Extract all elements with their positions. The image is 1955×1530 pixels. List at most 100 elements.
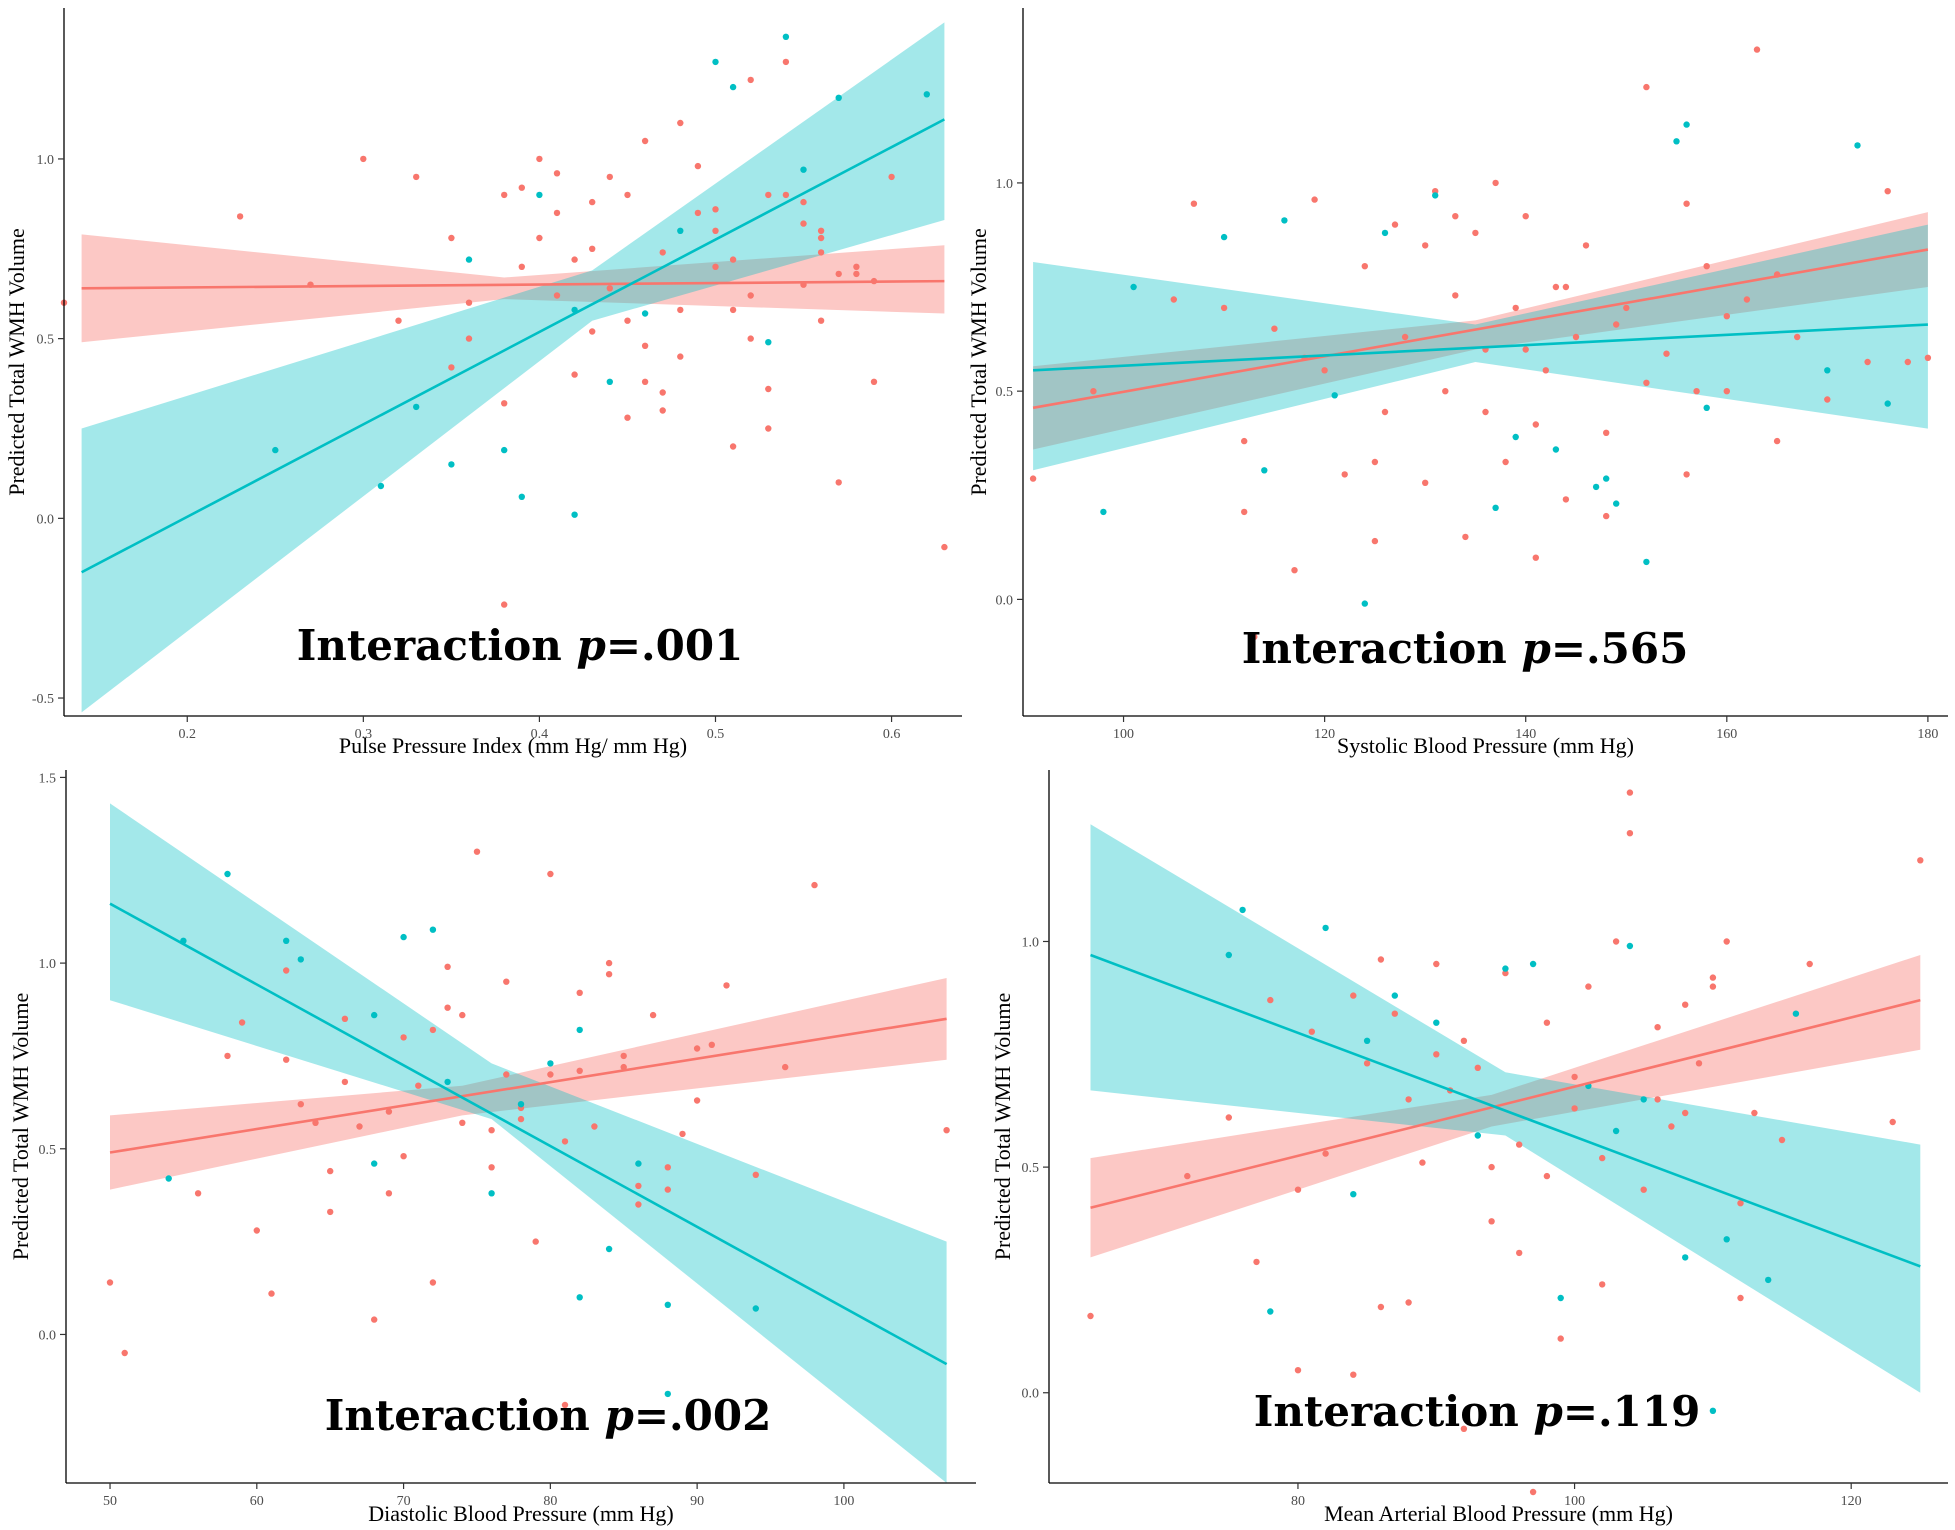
data-point-red: [1452, 292, 1459, 299]
data-point-red: [694, 209, 702, 217]
data-point-red: [591, 1123, 598, 1130]
data-point-teal: [605, 1245, 613, 1253]
data-point-red: [1864, 358, 1871, 366]
annotation-value: =.119: [1563, 1387, 1700, 1436]
data-point-red: [694, 162, 702, 170]
data-point-red: [1391, 221, 1399, 228]
data-point-red: [1442, 388, 1449, 395]
data-point-red: [518, 263, 525, 270]
data-point-teal: [488, 1190, 495, 1197]
data-point-red: [1585, 983, 1592, 990]
data-point-teal: [1261, 467, 1268, 474]
data-point-teal: [677, 227, 684, 234]
data-point-red: [677, 353, 684, 360]
data-point-red: [888, 173, 895, 181]
data-point-teal: [1220, 233, 1228, 241]
data-point-red: [1612, 938, 1620, 945]
data-point-red: [1557, 1335, 1564, 1342]
annotation-value: =.001: [606, 621, 743, 670]
data-point-red: [677, 306, 684, 314]
annotation-prefix: Interaction: [1242, 624, 1522, 673]
data-point-red: [1241, 437, 1248, 445]
data-point-teal: [1765, 1276, 1772, 1284]
data-point-teal: [1854, 142, 1861, 149]
data-point-red: [1683, 471, 1690, 478]
y-tick-label: 0.0: [37, 512, 55, 527]
data-point-red: [708, 1041, 715, 1049]
data-point-red: [620, 1052, 627, 1060]
data-point-red: [1599, 1154, 1606, 1162]
data-point-teal: [1225, 951, 1233, 959]
data-point-red: [712, 263, 719, 270]
data-point-red: [1751, 1109, 1758, 1117]
data-point-teal: [1557, 1294, 1564, 1302]
data-point-teal: [371, 1160, 378, 1167]
data-point-red: [1474, 1064, 1482, 1072]
data-point-red: [1668, 1123, 1675, 1130]
data-point-teal: [1474, 1132, 1482, 1139]
data-point-red: [238, 1019, 246, 1026]
data-point-red: [1433, 1051, 1440, 1058]
data-point-red: [1460, 1425, 1468, 1433]
data-point-red: [253, 1227, 260, 1234]
data-point-red: [1294, 1367, 1302, 1374]
data-point-red: [1806, 960, 1813, 968]
data-point-red: [1522, 346, 1529, 353]
data-point-red: [1377, 1303, 1385, 1311]
regression-line-teal: [81, 118, 945, 574]
data-point-red: [605, 959, 613, 967]
data-point-red: [870, 378, 878, 385]
data-point-red: [853, 270, 860, 278]
confidence-band-red: [1033, 212, 1928, 450]
data-point-red: [765, 191, 772, 199]
data-point-red: [1502, 969, 1509, 977]
data-point-red: [1889, 1118, 1896, 1126]
y-axis-title: Predicted Total WMH Volume: [990, 993, 1015, 1261]
annotation-p: p: [604, 1391, 633, 1440]
data-point-red: [429, 1279, 437, 1286]
y-tick-label: 1.5: [39, 771, 57, 786]
annotation-p: p: [1533, 1387, 1562, 1436]
data-point-red: [1419, 1159, 1426, 1166]
data-point-red: [1682, 1001, 1689, 1008]
x-tick-label: 80: [543, 1494, 557, 1509]
data-point-red: [415, 1082, 422, 1089]
data-point-red: [356, 1123, 363, 1130]
data-point-teal: [165, 1175, 172, 1182]
data-point-red: [1267, 996, 1274, 1004]
data-point-red: [1391, 1010, 1399, 1017]
data-point-teal: [1884, 400, 1891, 407]
data-point-teal: [429, 926, 437, 933]
y-axis-title: Predicted Total WMH Volume: [8, 993, 33, 1261]
data-point-red: [547, 870, 554, 878]
data-point-teal: [1322, 924, 1329, 932]
data-point-teal: [1626, 942, 1634, 950]
data-point-teal: [1723, 1236, 1730, 1243]
data-point-red: [1778, 1136, 1786, 1144]
data-point-red: [536, 234, 543, 242]
data-point-red: [782, 191, 790, 199]
data-point-red: [501, 601, 508, 608]
data-point-teal: [1682, 1254, 1689, 1261]
data-point-red: [589, 198, 596, 206]
data-point-red: [941, 543, 948, 551]
regression-line-red: [81, 279, 945, 290]
data-point-red: [1452, 213, 1459, 220]
x-tick-label: 0.3: [355, 727, 373, 742]
data-point-teal: [224, 870, 231, 878]
data-point-red: [106, 1279, 114, 1286]
data-point-red: [817, 249, 825, 256]
data-point-red: [448, 234, 455, 242]
data-point-red: [817, 227, 825, 234]
data-point-red: [1433, 960, 1440, 968]
data-point-red: [576, 989, 583, 996]
data-point-red: [444, 1004, 451, 1011]
data-point-teal: [1363, 1037, 1371, 1045]
data-point-red: [571, 256, 578, 263]
data-point-red: [459, 1119, 466, 1127]
data-point-red: [1308, 1028, 1316, 1035]
y-tick-label: 1.0: [996, 177, 1014, 192]
y-tick-label: 0.5: [996, 385, 1014, 400]
data-point-red: [659, 389, 666, 396]
data-point-teal: [1281, 217, 1288, 224]
